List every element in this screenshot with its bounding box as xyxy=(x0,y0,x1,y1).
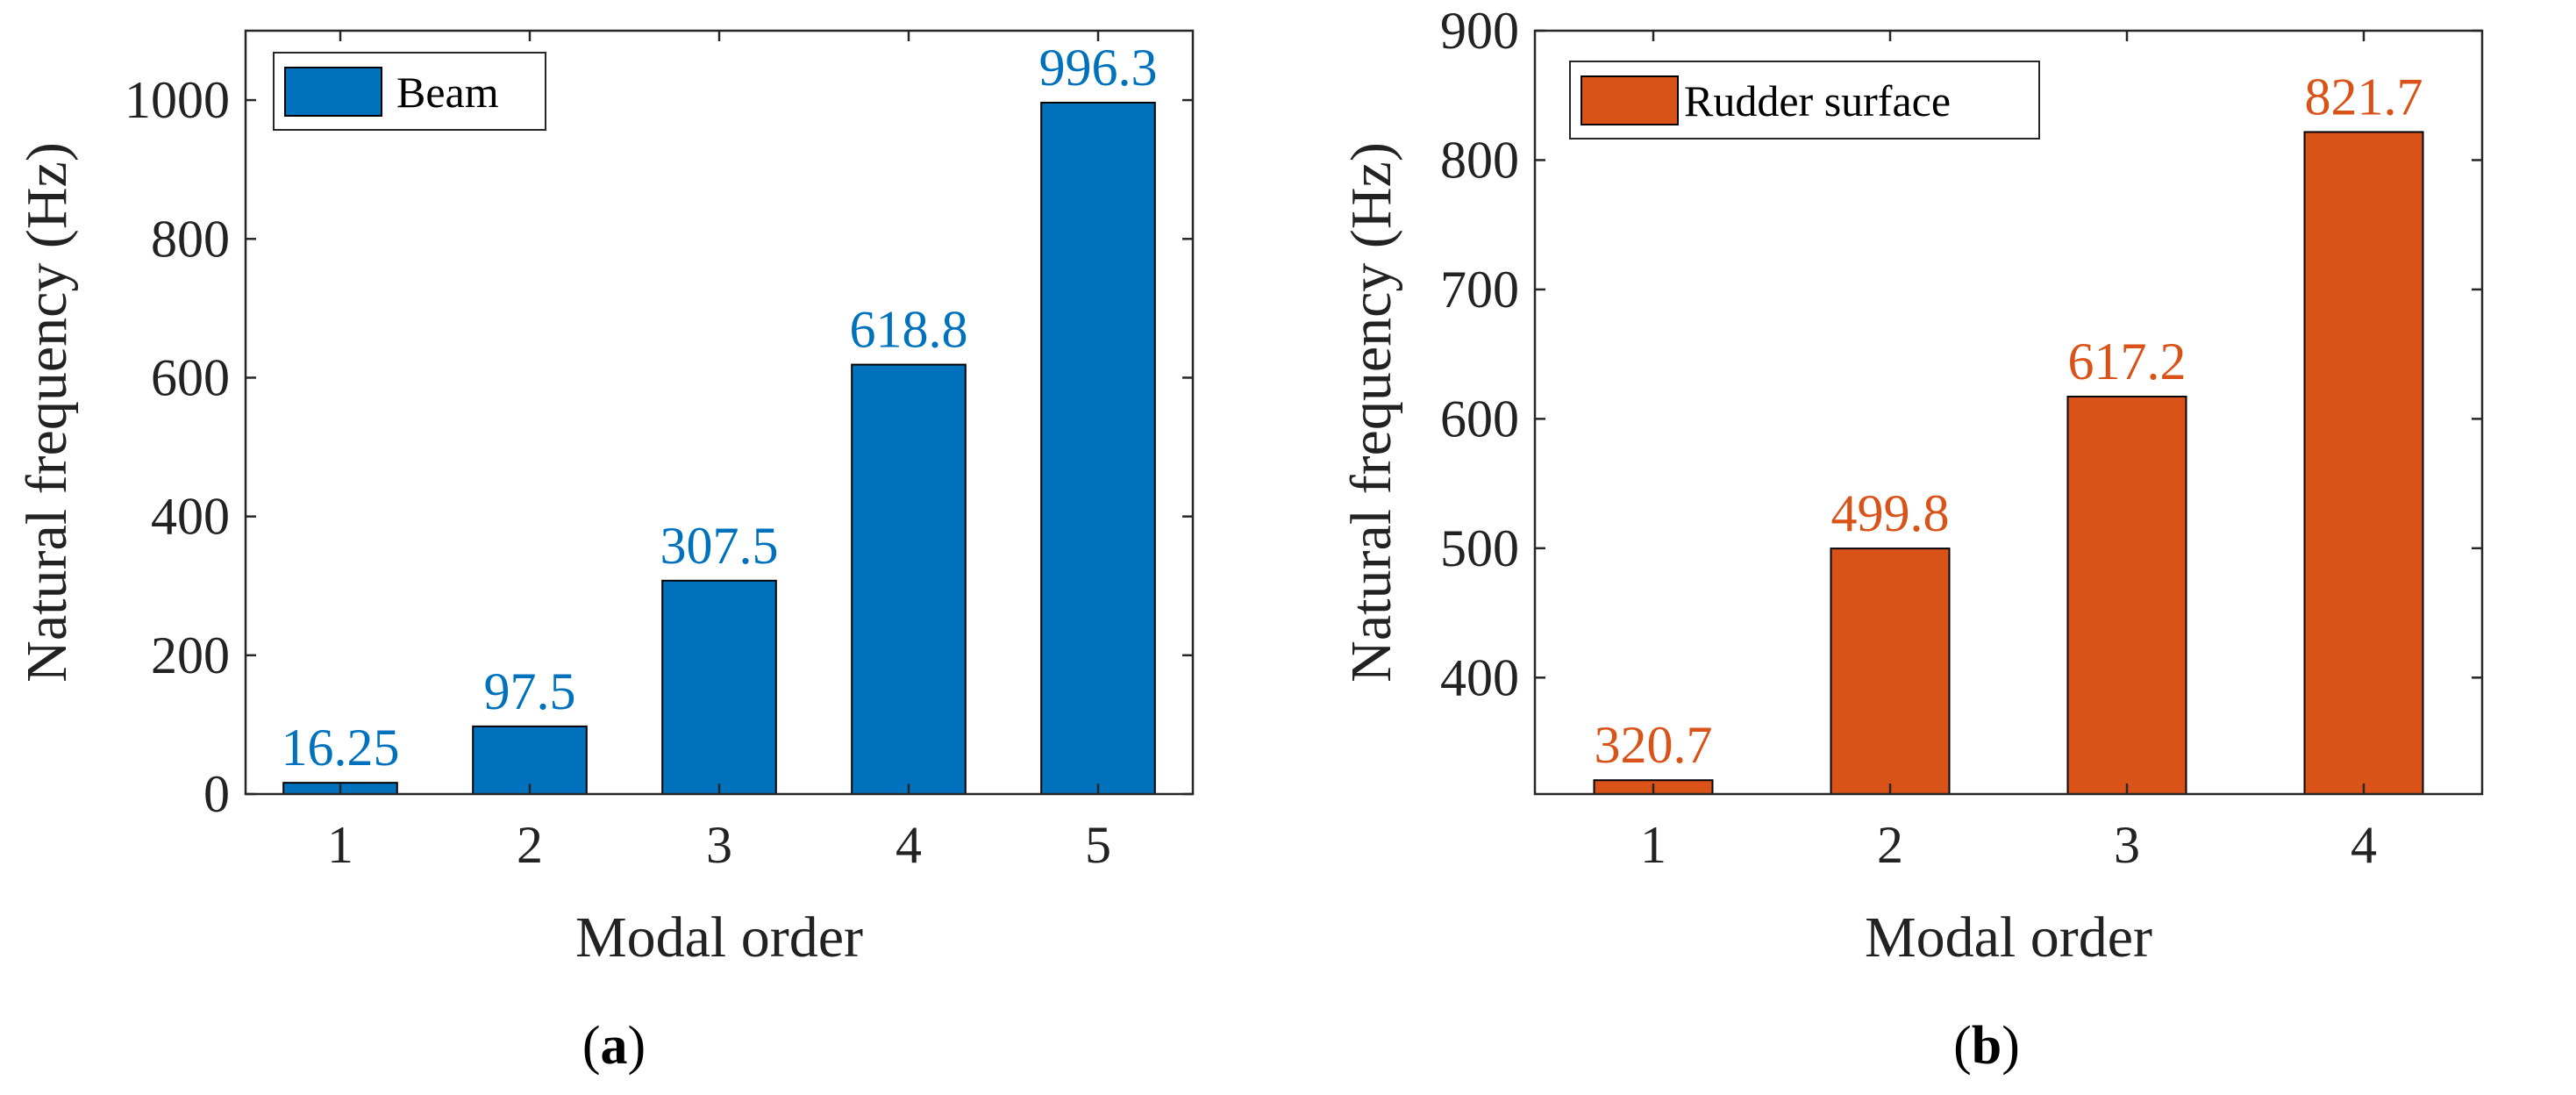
bar-a-3 xyxy=(661,579,777,796)
y-tick-label-a-800: 800 xyxy=(151,210,230,268)
panel-label-b: (b) xyxy=(1953,1016,2020,1076)
bar-b-3 xyxy=(2066,396,2187,795)
data-label-a-1: 16.25 xyxy=(282,719,400,777)
y-tick-label-b-500: 500 xyxy=(1440,519,1519,577)
y-tick-label-a-200: 200 xyxy=(151,626,230,684)
data-label-b-4: 821.7 xyxy=(2305,68,2423,125)
x-tick-label-a-5: 5 xyxy=(1085,816,1111,874)
y-tick-label-a-400: 400 xyxy=(151,488,230,546)
x-axis-label-b: Modal order xyxy=(1865,905,2152,970)
x-ticks-a: 1 2 3 4 5 xyxy=(327,31,1111,874)
y-tick-label-b-400: 400 xyxy=(1440,648,1519,706)
x-tick-label-b-2: 2 xyxy=(1877,816,1903,874)
data-label-b-3: 617.2 xyxy=(2068,333,2187,390)
y-tick-label-b-900: 900 xyxy=(1440,2,1519,60)
legend-b: Rudder surface xyxy=(1569,61,2040,140)
bars-a xyxy=(282,102,1156,796)
x-tick-label-a-3: 3 xyxy=(706,816,732,874)
y-ticks-a: 0 200 400 600 800 1000 xyxy=(125,71,1193,823)
bar-b-4 xyxy=(2303,131,2424,795)
panel-letter-a: a xyxy=(601,1016,628,1076)
y-tick-label-b-800: 800 xyxy=(1440,131,1519,189)
data-label-a-5: 996.3 xyxy=(1039,39,1158,97)
x-tick-label-b-4: 4 xyxy=(2351,816,2377,874)
bar-a-2 xyxy=(472,725,588,795)
y-axis-label-b: Natural frequency (Hz) xyxy=(1339,142,1403,683)
data-label-a-3: 307.5 xyxy=(660,517,779,575)
data-labels-b: 320.7 499.8 617.2 821.7 xyxy=(1595,68,2423,774)
x-tick-label-a-2: 2 xyxy=(517,816,543,874)
panel-letter-b: b xyxy=(1972,1016,2002,1076)
legend-swatch-b xyxy=(1581,75,1679,125)
legend-entry-rudder-surface: Rudder surface xyxy=(1684,76,1951,125)
panel-label-a: (a) xyxy=(582,1016,646,1076)
data-label-a-4: 618.8 xyxy=(850,301,968,359)
x-tick-label-b-1: 1 xyxy=(1640,816,1666,874)
legend-entry-beam: Beam xyxy=(396,68,499,117)
data-label-b-2: 499.8 xyxy=(1831,484,1950,542)
x-tick-label-a-1: 1 xyxy=(327,816,353,874)
bar-a-4 xyxy=(851,363,967,795)
legend-swatch-a xyxy=(284,67,382,117)
y-tick-label-a-600: 600 xyxy=(151,348,230,406)
data-labels-a: 16.25 97.5 307.5 618.8 996.3 xyxy=(282,39,1158,777)
bar-b-2 xyxy=(1830,548,1951,795)
data-label-a-2: 97.5 xyxy=(484,662,576,720)
data-label-b-1: 320.7 xyxy=(1595,716,1713,774)
plot-frame-b xyxy=(1533,29,2484,796)
y-tick-label-b-600: 600 xyxy=(1440,390,1519,447)
y-axis-label-a: Natural frequency (Hz) xyxy=(15,142,79,683)
y-tick-label-a-1000: 1000 xyxy=(125,71,230,129)
x-tick-label-a-4: 4 xyxy=(896,816,922,874)
chart-panel-a: 16.25 97.5 307.5 618.8 996.3 0 200 400 600 800 10… xyxy=(15,29,1195,1076)
bar-a-5 xyxy=(1040,102,1156,795)
y-tick-label-a-0: 0 xyxy=(203,765,230,823)
x-axis-label-a: Modal order xyxy=(575,905,863,970)
x-tick-label-b-3: 3 xyxy=(2114,816,2140,874)
legend-a: Beam xyxy=(273,52,546,131)
y-tick-label-b-700: 700 xyxy=(1440,261,1519,318)
bars-b xyxy=(1593,131,2424,796)
x-ticks-b: 1 2 3 4 xyxy=(1640,31,2377,874)
y-ticks-b: 400 500 600 700 800 900 xyxy=(1440,2,2482,706)
